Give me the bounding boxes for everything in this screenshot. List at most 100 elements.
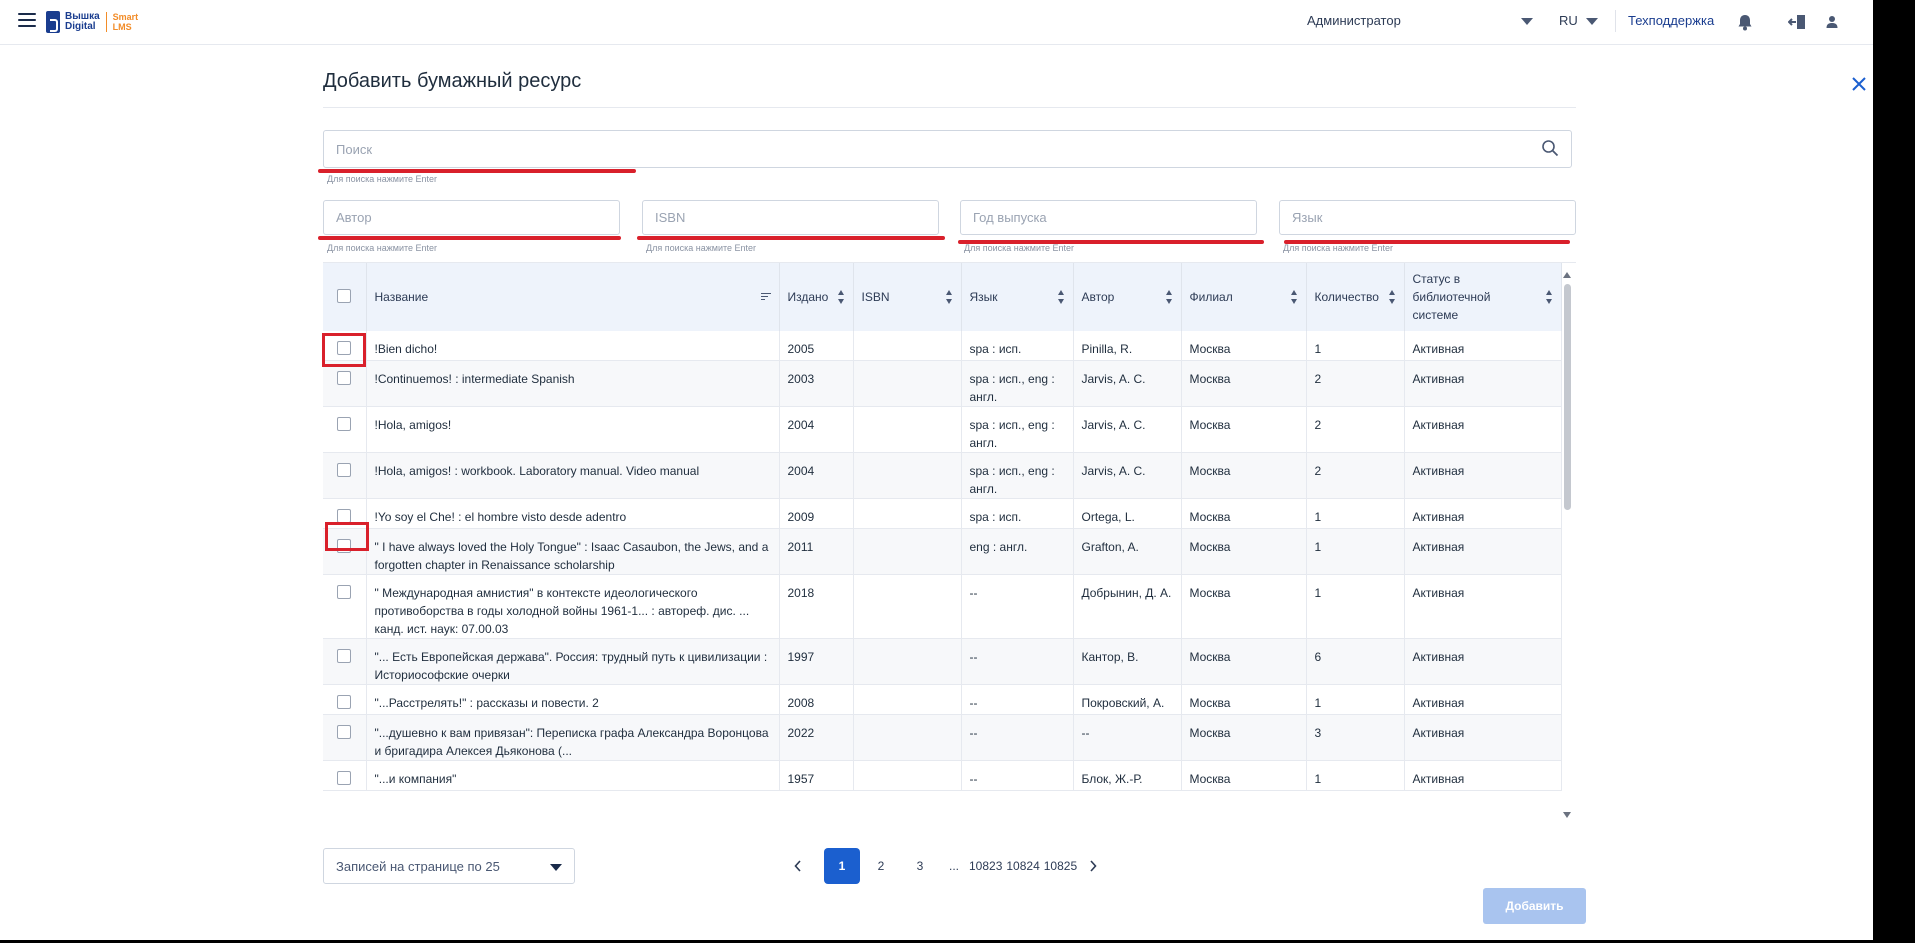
sort-icon[interactable] bbox=[837, 290, 845, 304]
column-published[interactable]: Издано bbox=[779, 263, 854, 331]
header-select-all[interactable] bbox=[323, 263, 367, 331]
year-input[interactable] bbox=[961, 201, 1256, 234]
page-button[interactable]: 1 bbox=[824, 848, 860, 884]
cell-branch: Москва bbox=[1181, 714, 1307, 761]
sort-icon[interactable] bbox=[1290, 290, 1298, 304]
user-role[interactable]: Администратор bbox=[1307, 13, 1401, 28]
column-branch[interactable]: Филиал bbox=[1181, 263, 1307, 331]
support-link[interactable]: Техподдержка bbox=[1628, 13, 1715, 28]
row-checkbox[interactable] bbox=[337, 771, 352, 785]
page-button[interactable]: 10825 bbox=[1043, 859, 1078, 873]
row-select-cell[interactable] bbox=[323, 684, 367, 715]
table-row[interactable]: " Международная амнистия" в контексте ид… bbox=[323, 574, 1562, 639]
row-select-cell[interactable] bbox=[323, 452, 367, 499]
sort-icon[interactable] bbox=[1165, 290, 1173, 304]
row-checkbox[interactable] bbox=[337, 463, 352, 477]
page-button[interactable]: 10824 bbox=[1006, 859, 1040, 873]
next-page-icon[interactable] bbox=[1079, 848, 1107, 884]
row-checkbox[interactable] bbox=[337, 509, 352, 523]
scroll-down-icon[interactable] bbox=[1563, 812, 1571, 818]
table-row[interactable]: !Hola, amigos! : workbook. Laboratory ma… bbox=[323, 452, 1562, 499]
author-field[interactable] bbox=[323, 200, 620, 235]
page-button[interactable]: 10823 bbox=[969, 859, 1003, 873]
logout-icon[interactable] bbox=[1786, 11, 1808, 33]
language-input[interactable] bbox=[1280, 201, 1575, 234]
table-row[interactable]: !Hola, amigos! 2004 spa : исп., eng : англ… bbox=[323, 406, 1562, 453]
isbn-input[interactable] bbox=[643, 201, 938, 234]
per-page-select[interactable]: Записей на странице по 25 bbox=[323, 848, 575, 884]
role-chevron-down-icon[interactable] bbox=[1521, 18, 1533, 25]
column-published-label: Издано bbox=[787, 290, 829, 304]
table-row[interactable]: !Continuemos! : intermediate Spanish 2003… bbox=[323, 360, 1562, 407]
table-scrollbar[interactable] bbox=[1563, 272, 1572, 818]
table-row[interactable]: !Bien dicho! 2005 spa : исп. Pinilla, R. Мос… bbox=[323, 331, 1562, 361]
table-header-row: Название Издано ISBN Язык Автор Филиал К… bbox=[323, 263, 1562, 331]
page-button[interactable]: 3 bbox=[916, 859, 924, 873]
row-checkbox[interactable] bbox=[337, 585, 352, 599]
row-select-cell[interactable] bbox=[323, 760, 367, 791]
cell-quantity: 1 bbox=[1306, 331, 1405, 361]
row-select-cell[interactable] bbox=[323, 574, 367, 639]
table-row[interactable]: "...Расстрелять!" : рассказы и повести. … bbox=[323, 684, 1562, 715]
scroll-thumb[interactable] bbox=[1564, 284, 1571, 510]
cell-quantity: 2 bbox=[1306, 406, 1405, 453]
column-author[interactable]: Автор bbox=[1073, 263, 1182, 331]
column-language[interactable]: Язык bbox=[961, 263, 1074, 331]
bell-icon[interactable] bbox=[1734, 11, 1756, 33]
row-select-cell[interactable] bbox=[323, 714, 367, 761]
cell-branch: Москва bbox=[1181, 406, 1307, 453]
logo[interactable]: Вышка Digital Smart LMS bbox=[46, 9, 138, 35]
page-button[interactable]: 2 bbox=[877, 859, 885, 873]
sort-icon[interactable] bbox=[1057, 290, 1065, 304]
language-chevron-down-icon[interactable] bbox=[1586, 18, 1598, 25]
prev-page-icon[interactable] bbox=[780, 848, 816, 884]
search-input[interactable] bbox=[324, 131, 1571, 167]
column-title[interactable]: Название bbox=[366, 263, 780, 331]
column-isbn-label: ISBN bbox=[861, 290, 890, 304]
user-profile-icon[interactable] bbox=[1821, 11, 1843, 33]
close-icon[interactable] bbox=[1849, 74, 1869, 94]
isbn-hint: Для поиска нажмите Enter bbox=[646, 243, 757, 253]
row-checkbox[interactable] bbox=[337, 341, 352, 355]
language-selector[interactable]: RU bbox=[1559, 13, 1578, 28]
select-all-checkbox[interactable] bbox=[337, 288, 352, 303]
table-row[interactable]: !Yo soy el Che! : el hombre visto desde … bbox=[323, 498, 1562, 529]
author-input[interactable] bbox=[324, 201, 619, 234]
row-select-cell[interactable] bbox=[323, 406, 367, 453]
isbn-field[interactable] bbox=[642, 200, 939, 235]
sort-icon[interactable] bbox=[945, 290, 953, 304]
language-field[interactable] bbox=[1279, 200, 1576, 235]
table-row[interactable]: " I have always loved the Holy Tongue" :… bbox=[323, 528, 1562, 575]
annotation-underline bbox=[958, 240, 1264, 244]
sort-icon[interactable] bbox=[1388, 290, 1396, 304]
row-checkbox[interactable] bbox=[337, 371, 352, 385]
row-checkbox[interactable] bbox=[337, 725, 352, 739]
logo-separator bbox=[105, 12, 107, 32]
row-select-cell[interactable] bbox=[323, 638, 367, 685]
cell-published: 2005 bbox=[779, 331, 854, 361]
resources-table: Название Издано ISBN Язык Автор Филиал К… bbox=[323, 262, 1576, 827]
column-quantity[interactable]: Количество bbox=[1306, 263, 1405, 331]
column-status[interactable]: Статус в библиотечной системе bbox=[1404, 263, 1562, 331]
table-row[interactable]: "...и компания" 1957 -- Блок, Ж.-Р. Москва 1 А… bbox=[323, 760, 1562, 791]
sort-active-icon[interactable] bbox=[760, 293, 771, 301]
scroll-up-icon[interactable] bbox=[1563, 272, 1571, 278]
row-checkbox[interactable] bbox=[337, 695, 352, 709]
sort-icon[interactable] bbox=[1545, 290, 1553, 304]
table-row[interactable]: "...душевно к вам привязан": Переписка г… bbox=[323, 714, 1562, 761]
search-icon[interactable] bbox=[1541, 139, 1559, 157]
chevron-down-icon[interactable] bbox=[550, 864, 562, 871]
row-select-cell[interactable] bbox=[323, 360, 367, 407]
table-row[interactable]: "... Есть Европейская держава". Россия: … bbox=[323, 638, 1562, 685]
search-field[interactable] bbox=[323, 130, 1572, 168]
row-checkbox[interactable] bbox=[337, 417, 352, 431]
year-field[interactable] bbox=[960, 200, 1257, 235]
row-select-cell[interactable] bbox=[323, 528, 367, 575]
add-button[interactable]: Добавить bbox=[1483, 888, 1586, 924]
column-isbn[interactable]: ISBN bbox=[853, 263, 962, 331]
cell-language: spa : исп., eng : англ. bbox=[961, 406, 1074, 453]
row-checkbox[interactable] bbox=[337, 649, 352, 663]
menu-icon[interactable] bbox=[18, 13, 36, 29]
cell-author: Jarvis, A. C. bbox=[1073, 406, 1182, 453]
cell-status: Активная bbox=[1404, 574, 1562, 639]
